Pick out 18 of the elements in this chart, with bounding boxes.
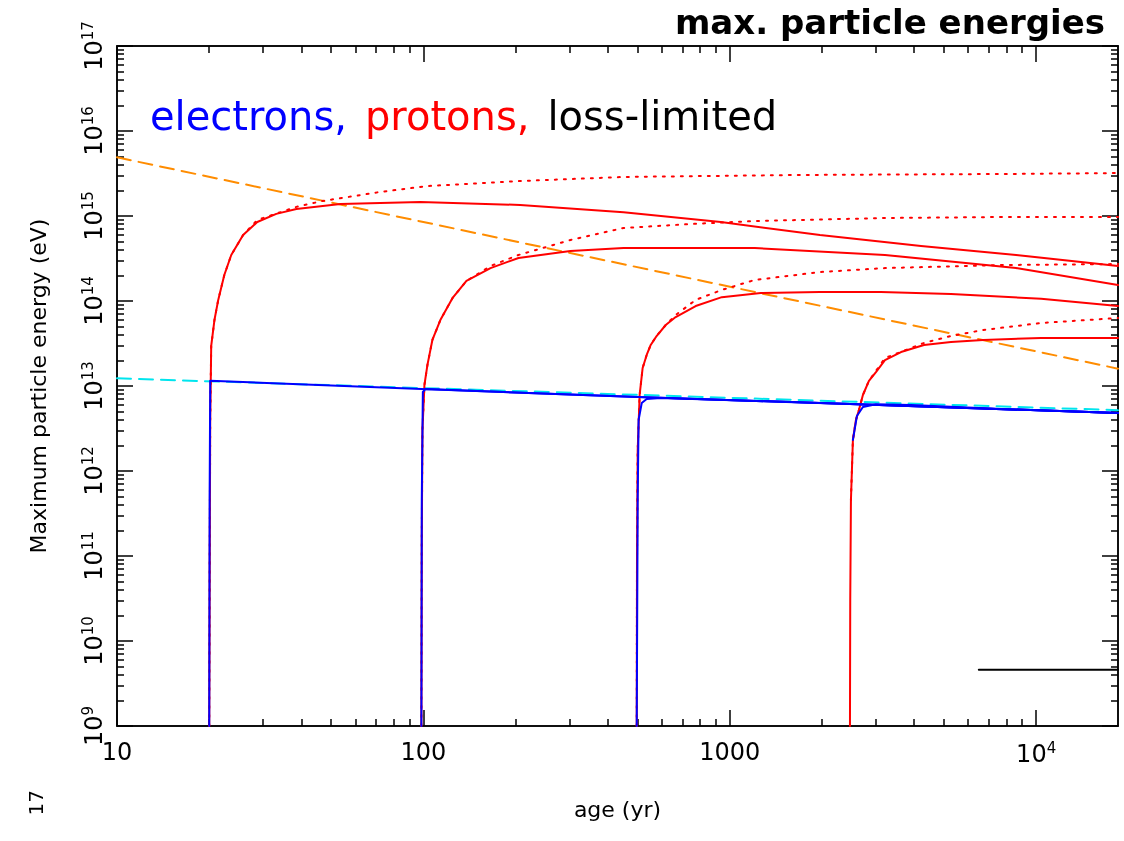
- text: 17: [24, 790, 48, 816]
- y-axis-title: Maximum particle energy (eV): [25, 218, 51, 554]
- y-tick-label: 1017: [78, 21, 108, 71]
- y-tick-label: 1012: [78, 446, 108, 496]
- x-tick-label: 100: [400, 738, 447, 766]
- y-tick-label: 1011: [78, 531, 108, 581]
- y-tick-label: 1016: [78, 106, 108, 156]
- series-label: protons,: [364, 93, 530, 139]
- y-tick-label: 1013: [78, 361, 108, 411]
- x-axis-title: age (yr): [573, 796, 662, 822]
- x-tick-label: 1000: [699, 738, 761, 766]
- y-tick-label: 1010: [78, 616, 108, 666]
- text: electrons,: [150, 93, 347, 139]
- annotation: loss-limited: [547, 93, 778, 139]
- x-tick-label: 10: [101, 738, 133, 766]
- y-tick-label: 1014: [78, 276, 108, 326]
- chart-title: max. particle energies: [674, 2, 1106, 42]
- y-tick-label: 1015: [78, 191, 108, 241]
